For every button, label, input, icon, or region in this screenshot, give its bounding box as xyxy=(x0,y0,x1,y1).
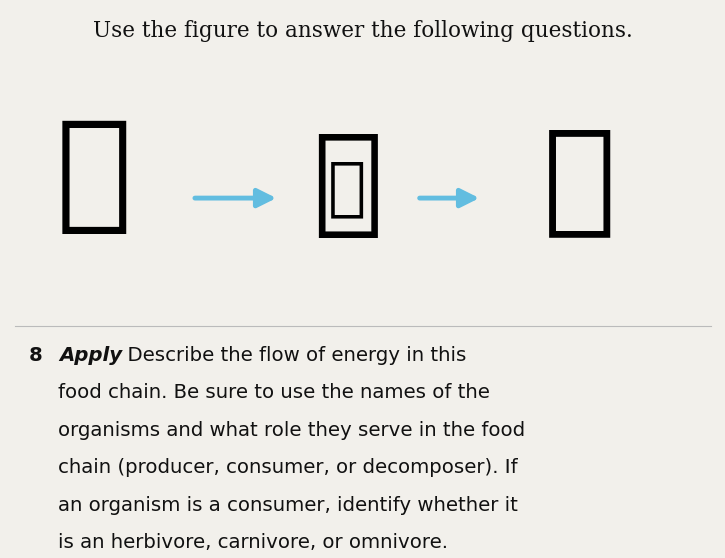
Text: is an herbivore, carnivore, or omnivore.: is an herbivore, carnivore, or omnivore. xyxy=(58,533,448,552)
Text: Apply: Apply xyxy=(59,346,123,365)
Text: food chain. Be sure to use the names of the: food chain. Be sure to use the names of … xyxy=(58,383,490,402)
Text: 🐦: 🐦 xyxy=(543,123,617,240)
Text: Use the figure to answer the following questions.: Use the figure to answer the following q… xyxy=(93,20,632,41)
Text: organisms and what role they serve in the food: organisms and what role they serve in th… xyxy=(58,421,525,440)
Text: 🍃: 🍃 xyxy=(312,127,384,242)
Text: 🌳: 🌳 xyxy=(56,113,133,238)
Text: Describe the flow of energy in this: Describe the flow of energy in this xyxy=(115,346,466,365)
Text: chain (producer, consumer, or decomposer). If: chain (producer, consumer, or decomposer… xyxy=(58,458,518,477)
Text: an organism is a consumer, identify whether it: an organism is a consumer, identify whet… xyxy=(58,496,518,514)
Text: 8: 8 xyxy=(29,346,43,365)
Text: 🐛: 🐛 xyxy=(328,157,365,220)
